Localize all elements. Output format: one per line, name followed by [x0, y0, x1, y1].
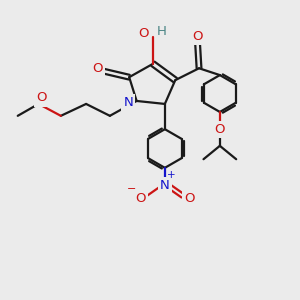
Text: O: O	[184, 192, 194, 205]
Text: N: N	[160, 179, 170, 192]
Text: H: H	[157, 25, 167, 38]
Text: O: O	[135, 192, 146, 205]
Text: +: +	[167, 170, 176, 180]
Text: −: −	[127, 184, 136, 194]
Text: O: O	[92, 62, 103, 75]
Text: O: O	[36, 92, 47, 104]
Text: O: O	[138, 27, 149, 40]
Text: N: N	[123, 96, 133, 109]
Text: O: O	[192, 30, 203, 43]
Text: O: O	[214, 123, 225, 136]
